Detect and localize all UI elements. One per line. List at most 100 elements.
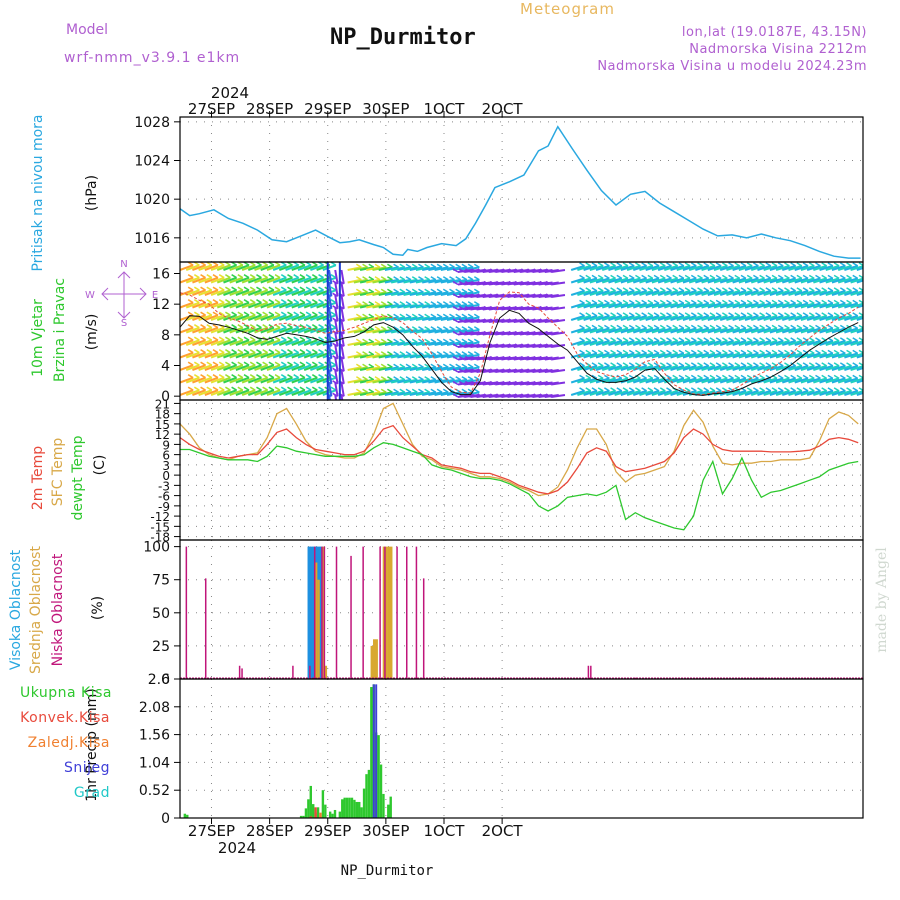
wind-arrow-head xyxy=(740,312,747,317)
wind-arrow-field xyxy=(180,262,863,400)
wind-arrow xyxy=(366,341,381,346)
wind-arrow-head xyxy=(237,374,244,379)
wind-arrow-head xyxy=(489,268,496,273)
wind-arrow-head xyxy=(641,349,648,355)
wind-arrow-head xyxy=(709,312,716,317)
wind-arrow xyxy=(769,364,784,371)
wind-arrow-head xyxy=(527,268,533,273)
wind-arrow-head xyxy=(280,374,287,379)
wind-arrow xyxy=(303,314,318,321)
wind-arrow-head xyxy=(418,263,424,268)
wind-arrow-head xyxy=(436,351,443,356)
wind-arrow-head xyxy=(622,362,629,367)
wind-arrow xyxy=(285,351,300,359)
wind-arrow xyxy=(577,302,592,309)
wind-arrow-head xyxy=(622,312,629,317)
y-tick-label: -15 xyxy=(150,520,170,534)
wind-arrow xyxy=(676,289,691,296)
wind-arrow xyxy=(651,289,666,296)
wind-arrow xyxy=(198,276,213,284)
wind-arrow-head xyxy=(274,311,281,316)
precip-total-bar xyxy=(377,735,380,818)
wind-arrow xyxy=(384,316,399,321)
wind-arrow xyxy=(750,289,765,296)
wind-arrow-head xyxy=(249,311,256,316)
wind-arrow-head xyxy=(405,288,412,293)
wind-arrow xyxy=(235,314,250,321)
wind-arrow-head xyxy=(268,386,275,391)
wind-arrow xyxy=(310,326,324,334)
wind-arrow xyxy=(750,377,765,384)
wind-arrow-head xyxy=(387,351,393,356)
wind-arrow-head xyxy=(597,387,604,392)
wind-arrow-head xyxy=(746,299,753,305)
wind-arrow-head xyxy=(393,363,400,368)
wind-arrow xyxy=(446,328,461,334)
wind-arrow-head xyxy=(458,355,465,361)
wind-arrow-head xyxy=(193,324,200,329)
wind-arrow xyxy=(266,289,281,296)
wind-arrow xyxy=(185,326,200,334)
wind-arrow-head xyxy=(311,349,318,354)
wind-arrow-head xyxy=(496,380,502,386)
wind-arrow-head xyxy=(467,338,474,343)
wind-arrow xyxy=(372,341,387,346)
temp-ylabel-dew: dewpt Temp xyxy=(70,435,86,520)
wind-arrow-head xyxy=(721,387,728,392)
wind-arrow-head xyxy=(424,288,431,293)
wind-arrow xyxy=(688,314,703,321)
wind-arrow-head xyxy=(193,299,200,304)
wind-arrow-head xyxy=(355,326,362,331)
wind-arrow-head xyxy=(839,362,846,367)
wind-arrow-head xyxy=(802,262,809,267)
wind-arrow-head xyxy=(672,374,679,380)
wind-arrow xyxy=(800,264,815,271)
wind-arrow xyxy=(428,278,443,284)
wind-arrow xyxy=(291,314,306,321)
wind-arrow-head xyxy=(846,274,852,280)
wind-arrow-head xyxy=(405,388,412,393)
wind-arrow xyxy=(322,276,337,284)
precip-total-bar xyxy=(389,796,392,818)
precip-total-bar xyxy=(365,774,368,818)
wind-arrow-head xyxy=(715,337,722,342)
wind-arrow-head xyxy=(249,274,256,279)
wind-arrow xyxy=(446,291,461,296)
wind-arrow-head xyxy=(374,313,381,318)
wind-arrow xyxy=(272,376,287,384)
wind-arrow-head xyxy=(374,376,381,381)
panel-frames xyxy=(179,116,864,819)
wind-arrow xyxy=(645,352,660,359)
wind-arrow-head xyxy=(858,349,863,354)
wind-arrow xyxy=(260,264,275,271)
wind-arrow-head xyxy=(697,324,703,330)
wind-arrow xyxy=(850,290,863,296)
wind-arrow-head xyxy=(452,343,459,348)
wind-arrow xyxy=(589,364,604,371)
wind-arrow xyxy=(676,377,691,384)
wind-arrow-head xyxy=(193,311,200,316)
wind-arrow xyxy=(763,289,778,296)
wind-arrow-head xyxy=(489,355,496,361)
wind-arrow xyxy=(440,266,455,271)
wind-arrow xyxy=(763,314,778,321)
wind-arrow-head xyxy=(452,293,459,298)
wind-arrow xyxy=(831,264,846,271)
wind-arrow-head xyxy=(508,368,515,373)
panel-frame xyxy=(179,399,864,541)
wind-arrow-head xyxy=(597,287,604,292)
wind-arrow-head xyxy=(777,274,784,280)
wind-arrow-head xyxy=(802,387,809,392)
wind-arrow xyxy=(266,326,281,334)
wind-arrow-head xyxy=(852,262,859,267)
wind-arrow xyxy=(719,339,734,346)
wind-arrow-head xyxy=(243,274,250,279)
wind-arrow xyxy=(856,367,863,371)
bottom-date-label: 27SEP xyxy=(188,822,235,840)
wind-arrow xyxy=(384,353,399,359)
wind-arrow-head xyxy=(452,355,459,361)
wind-arrow xyxy=(247,376,262,384)
wind-arrow-head xyxy=(206,274,213,279)
wind-arrow-head xyxy=(461,288,468,293)
